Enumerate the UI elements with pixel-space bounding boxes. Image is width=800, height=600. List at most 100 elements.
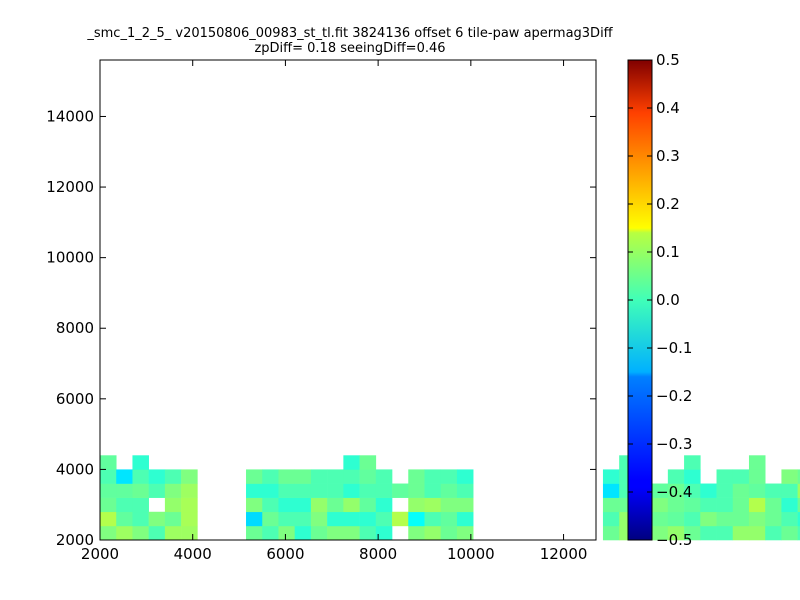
y-tick-label: 4000 [56,460,94,478]
heatmap-cell [456,525,474,541]
heatmap-cell [148,469,166,484]
heatmap-cell [278,483,295,498]
heatmap-cell [246,483,263,498]
heatmap-cell [797,497,800,513]
heatmap-cell [440,483,458,498]
heatmap-cell [310,483,328,498]
colorbar-tick-label: 0.3 [656,147,680,165]
colorbar-tick-label: 0.2 [656,195,680,213]
heatmap-cell [343,511,360,527]
heatmap-cell [440,511,458,527]
heatmap-cell [602,497,620,513]
heatmap-cell [181,483,198,498]
heatmap-cell [424,469,442,484]
heatmap-cell [100,525,117,541]
heatmap-cell [408,497,425,513]
heatmap-cell [797,511,800,527]
heatmap-cell [100,455,117,470]
heatmap-cell [116,483,133,498]
colorbar-tick-label: −0.1 [656,339,692,357]
heatmap-cell [765,525,782,541]
heatmap-cell [424,497,442,513]
heatmap-cell [375,497,393,513]
heatmap-cell [359,497,377,513]
heatmap-cell [327,511,344,527]
heatmap-cell [797,525,800,541]
colorbar-tick-label: −0.5 [656,531,692,549]
heatmap-cell [440,469,458,484]
colorbar-tick-label: 0.5 [656,51,680,69]
heatmap-cell [294,525,312,541]
heatmap-cell [246,469,263,484]
heatmap-cell [408,483,425,498]
heatmap-cell [700,483,717,498]
heatmap-cell [132,511,149,527]
heatmap-cell [327,469,344,484]
heatmap-cell [684,511,701,527]
y-tick-label: 2000 [56,531,94,549]
heatmap-cell [748,483,766,498]
heatmap-cell [375,511,393,527]
heatmap-cell [148,483,166,498]
y-axis: 2000 4000 6000 8000 10000 12000 14000 [46,107,596,549]
heatmap-cell [262,469,279,484]
colorbar-tick-label: 0.4 [656,99,680,117]
heatmap-cell [343,525,360,541]
heatmap-cell [700,525,717,541]
heatmap-cell [262,483,279,498]
heatmap-cell [375,483,393,498]
heatmap-cell [716,469,734,484]
y-tick-label: 10000 [46,249,94,267]
heatmap-cell [164,525,182,541]
heatmap-cell [278,511,295,527]
heatmap-cell [116,511,133,527]
heatmap-cell [440,525,458,541]
heatmap-cell [343,455,360,470]
heatmap-cell [132,469,149,484]
heatmap-cell [748,525,766,541]
heatmap-cell [667,483,685,498]
colorbar-tick-label: −0.4 [656,483,692,501]
heatmap-cell [716,497,734,513]
heatmap-cell [262,511,279,527]
heatmap-cell [797,483,800,498]
heatmap-cell [781,497,798,513]
heatmap-cell [651,511,669,527]
heatmap-cell [667,525,685,541]
heatmap-cell [748,497,766,513]
colorbar-tick-label: −0.3 [656,435,692,453]
heatmap-cell [748,455,766,470]
chart-subtitle: zpDiff= 0.18 seeingDiff=0.46 [254,41,446,56]
plot-frame [99,59,597,541]
heatmap-cell [667,511,685,527]
heatmap-cell [116,525,133,541]
heatmap-cell [684,469,701,484]
heatmap-cell [262,497,279,513]
heatmap-cell [748,511,766,527]
heatmap-cell [310,469,328,484]
x-tick-label: 10000 [447,545,495,563]
heatmap-cell [164,483,182,498]
heatmap-cell [294,497,312,513]
colorbar-axis: 0.5 0.4 0.3 0.2 0.1 0.0 −0.1 −0.2 −0.3 −0.4 −0.5 [628,51,692,549]
heatmap-cell [732,525,750,541]
heatmap-cell [359,511,377,527]
heatmap-cell [343,469,360,484]
heatmap-cell [100,497,117,513]
heatmap-cell [456,469,474,484]
heatmap-cell [797,469,800,484]
heatmap-cell [375,525,393,541]
x-axis: 2000 4000 6000 8000 10000 12000 [81,60,587,563]
heatmap-cell [132,483,149,498]
colorbar-tick-label: −0.2 [656,387,692,405]
heatmap-cell [327,497,344,513]
heatmap-cell [684,455,701,470]
heatmap-cell [651,497,669,513]
heatmap-cell [359,469,377,484]
heatmap-cell [684,525,701,541]
x-tick-label: 6000 [266,545,304,563]
heatmap-cell [392,511,409,527]
y-tick-label: 14000 [46,107,94,125]
heatmap-cell [602,469,620,484]
